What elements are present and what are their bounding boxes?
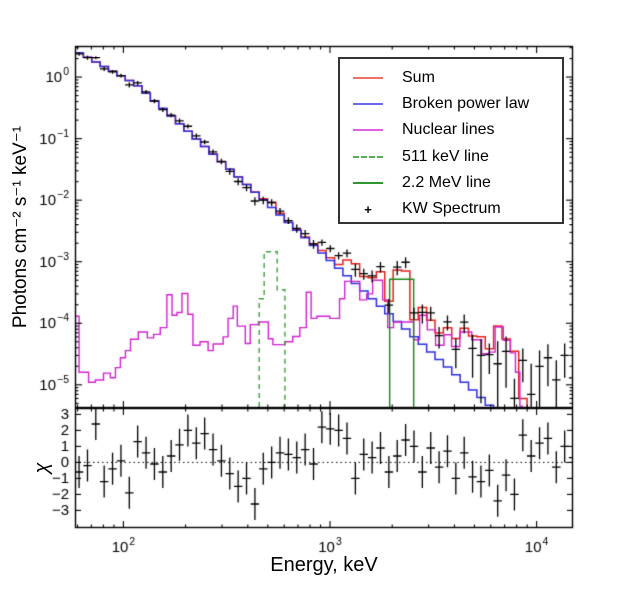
line-sample-icon <box>353 181 383 184</box>
legend-label: 511 keV line <box>402 147 489 165</box>
line-sample-icon <box>353 155 383 158</box>
legend-label: Nuclear lines <box>402 121 495 139</box>
legend-entry-kw-spectrum: + KW Spectrum <box>340 196 562 222</box>
legend-label: Broken power law <box>402 95 530 113</box>
legend-entry-511-kev-line: 511 keV line <box>340 144 562 170</box>
legend-label: Sum <box>402 69 435 87</box>
legend-box: Sum Broken power law Nuclear lines 511 keV … <box>338 57 564 224</box>
plus-marker-icon: + <box>364 201 372 217</box>
x-axis-label-energy: Energy, keV <box>270 554 378 576</box>
legend-entry-2-2-mev-line: 2.2 MeV line <box>340 170 562 196</box>
line-sample-icon <box>353 103 383 106</box>
legend-entry-broken-power-law: Broken power law <box>340 91 562 117</box>
y-axis-label-flux: Photons cm⁻² s⁻¹ keV⁻¹ <box>10 125 31 329</box>
legend-entry-sum: Sum <box>340 65 562 91</box>
legend-label: KW Spectrum <box>402 200 501 218</box>
line-sample-icon <box>353 77 383 80</box>
y-axis-label-chi: χ <box>31 462 53 474</box>
legend-label: 2.2 MeV line <box>402 173 491 191</box>
legend-entry-nuclear-lines: Nuclear lines <box>340 117 562 143</box>
line-sample-icon <box>353 129 383 132</box>
